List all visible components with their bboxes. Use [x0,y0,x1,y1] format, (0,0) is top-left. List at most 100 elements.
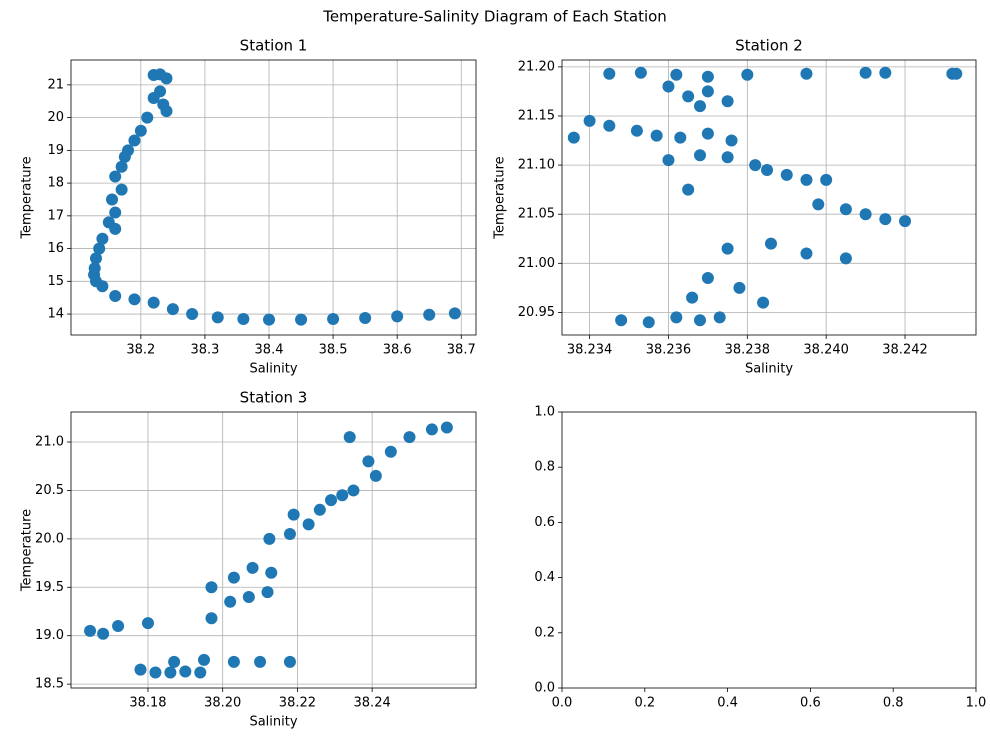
scatter-point [205,612,218,625]
y-tick-label: 21.05 [518,207,555,222]
scatter-point [147,296,160,309]
scatter-point [721,151,734,164]
scatter-point [800,247,813,260]
y-tick-label: 18.5 [35,677,64,692]
y-tick-label: 21.10 [518,158,555,173]
y-tick-label: 15 [47,274,64,289]
y-tick-label: 1.0 [534,405,555,420]
scatter-point [701,127,714,140]
scatter-point [879,213,892,226]
y-tick-label: 18 [47,176,64,191]
y-tick-label: 19.5 [35,580,64,595]
x-axis-label: Salinity [249,362,297,377]
scatter-point [670,311,683,324]
scatter-point [254,655,267,668]
scatter-point [701,272,714,285]
x-tick-label: 38.7 [447,343,476,358]
figure-title: Temperature-Salinity Diagram of Each Sta… [322,8,667,26]
scatter-point [650,129,663,142]
scatter-point [295,313,308,326]
scatter-point [686,291,699,304]
scatter-point [134,663,147,676]
scatter-point [93,242,106,255]
y-tick-label: 21.15 [518,108,555,123]
scatter-point [141,111,154,124]
scatter-point [764,237,777,250]
subplot-title: Station 1 [240,37,308,55]
scatter-point [879,66,892,79]
scatter-point [950,67,963,80]
scatter-point [246,561,259,574]
scatter-point [800,67,813,80]
y-tick-label: 0.0 [534,681,555,696]
axes-frame [70,411,477,689]
scatter-point [224,595,237,608]
x-tick-label: 38.242 [882,343,928,358]
scatter-point [642,316,655,329]
scatter-point [391,310,404,323]
scatter-point [263,313,276,326]
scatter-point [859,208,872,221]
scatter-point [347,484,360,497]
scatter-point [198,653,211,666]
scatter-point [721,95,734,108]
scatter-point [164,666,177,679]
scatter-point [128,293,141,306]
x-tick-label: 38.3 [190,343,219,358]
scatter-point [336,489,349,502]
scatter-point [694,100,706,113]
scatter-point [109,290,122,303]
scatter-point [634,66,647,79]
x-tick-label: 1.0 [966,696,987,711]
scatter-point [701,85,714,98]
scatter-point [313,503,326,516]
scatter-point [147,91,160,104]
scatter-point [603,119,616,132]
x-tick-label: 38.22 [279,696,316,711]
x-tick-label: 0.6 [800,696,821,711]
scatter-point [615,314,628,327]
scatter-point [283,528,296,541]
scatter-point [674,131,687,144]
scatter-point [820,173,833,186]
scatter-point [899,215,912,228]
x-tick-label: 38.236 [646,343,692,358]
x-tick-label: 0.4 [717,696,738,711]
scatter-point [362,455,375,468]
y-tick-label: 20.95 [518,305,555,320]
scatter-point [84,624,97,637]
x-tick-label: 38.2 [126,343,155,358]
x-tick-label: 38.240 [803,343,849,358]
scatter-point [403,431,416,444]
y-tick-label: 0.6 [534,515,555,530]
scatter-point [186,308,199,321]
scatter-point [839,252,852,265]
scatter-point [160,105,173,118]
scatter-point [721,242,734,255]
scatter-point [205,581,218,594]
scatter-point [261,586,274,599]
scatter-point [757,296,770,309]
scatter-point [682,90,695,103]
scatter-point [109,206,122,219]
scatter-point [325,494,338,507]
y-tick-label: 0.4 [534,570,555,585]
scatter-point [343,431,356,444]
y-tick-label: 20 [47,110,64,125]
scatter-point [168,655,181,668]
y-tick-label: 19.0 [35,628,64,643]
x-tick-label: 38.18 [129,696,166,711]
scatter-point [106,193,119,206]
scatter-point [227,655,240,668]
y-tick-label: 0.2 [534,625,555,640]
scatter-point [128,134,141,147]
scatter-point [761,164,774,176]
scatter-point [179,665,192,678]
scatter-point [662,80,675,93]
y-axis-label: Temperature [20,509,35,592]
y-tick-label: 21 [47,77,64,92]
scatter-point [141,617,154,630]
scatter-point [327,312,340,325]
subplot-title: Station 3 [240,389,308,407]
y-tick-label: 17 [47,208,64,223]
